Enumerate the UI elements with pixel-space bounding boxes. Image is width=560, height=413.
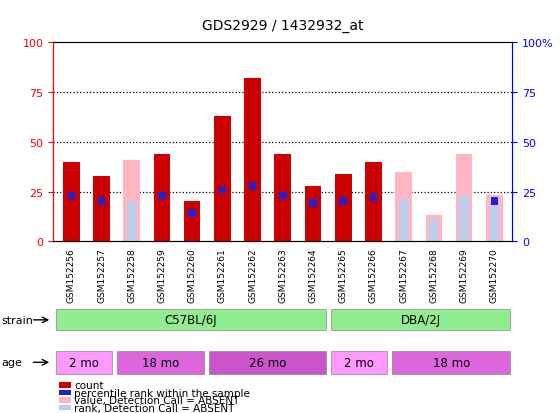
- Bar: [184, 202, 200, 242]
- Text: count: count: [74, 380, 104, 390]
- Bar: [249, 182, 256, 190]
- Bar: [68, 192, 75, 200]
- Bar: [365, 162, 382, 242]
- Text: 18 mo: 18 mo: [142, 356, 179, 369]
- Bar: [370, 194, 377, 202]
- Bar: [395, 172, 412, 242]
- Bar: [279, 192, 287, 200]
- Text: DBA/2J: DBA/2J: [400, 313, 441, 327]
- Bar: [127, 202, 136, 242]
- Bar: [209, 351, 326, 374]
- Text: strain: strain: [1, 315, 33, 325]
- Bar: [274, 154, 291, 242]
- Bar: [430, 220, 438, 242]
- Bar: [393, 351, 510, 374]
- Text: 26 mo: 26 mo: [249, 356, 286, 369]
- Text: 18 mo: 18 mo: [432, 356, 470, 369]
- Bar: [158, 192, 166, 200]
- Bar: [399, 200, 408, 242]
- Bar: [426, 216, 442, 242]
- Text: 2 mo: 2 mo: [344, 356, 374, 369]
- Bar: [486, 196, 502, 242]
- Bar: [55, 351, 112, 374]
- Text: C57BL/6J: C57BL/6J: [165, 313, 217, 327]
- Bar: [491, 198, 498, 206]
- Bar: [153, 154, 170, 242]
- Bar: [460, 196, 469, 242]
- Text: GDS2929 / 1432932_at: GDS2929 / 1432932_at: [202, 19, 363, 33]
- Bar: [309, 200, 317, 208]
- Text: age: age: [1, 357, 22, 368]
- Bar: [305, 186, 321, 242]
- Bar: [214, 117, 231, 242]
- Text: value, Detection Call = ABSENT: value, Detection Call = ABSENT: [74, 395, 239, 405]
- Bar: [331, 310, 510, 330]
- Bar: [331, 351, 388, 374]
- Bar: [244, 79, 261, 242]
- Bar: [63, 162, 80, 242]
- Bar: [123, 160, 140, 242]
- Bar: [335, 174, 352, 242]
- Bar: [489, 206, 499, 242]
- Text: 2 mo: 2 mo: [69, 356, 99, 369]
- Bar: [98, 198, 105, 206]
- Bar: [456, 154, 473, 242]
- Text: percentile rank within the sample: percentile rank within the sample: [74, 388, 250, 398]
- Text: rank, Detection Call = ABSENT: rank, Detection Call = ABSENT: [74, 403, 234, 413]
- Bar: [218, 186, 226, 194]
- Bar: [55, 310, 326, 330]
- Bar: [117, 351, 204, 374]
- Bar: [188, 210, 196, 218]
- Bar: [93, 176, 110, 242]
- Bar: [339, 198, 347, 206]
